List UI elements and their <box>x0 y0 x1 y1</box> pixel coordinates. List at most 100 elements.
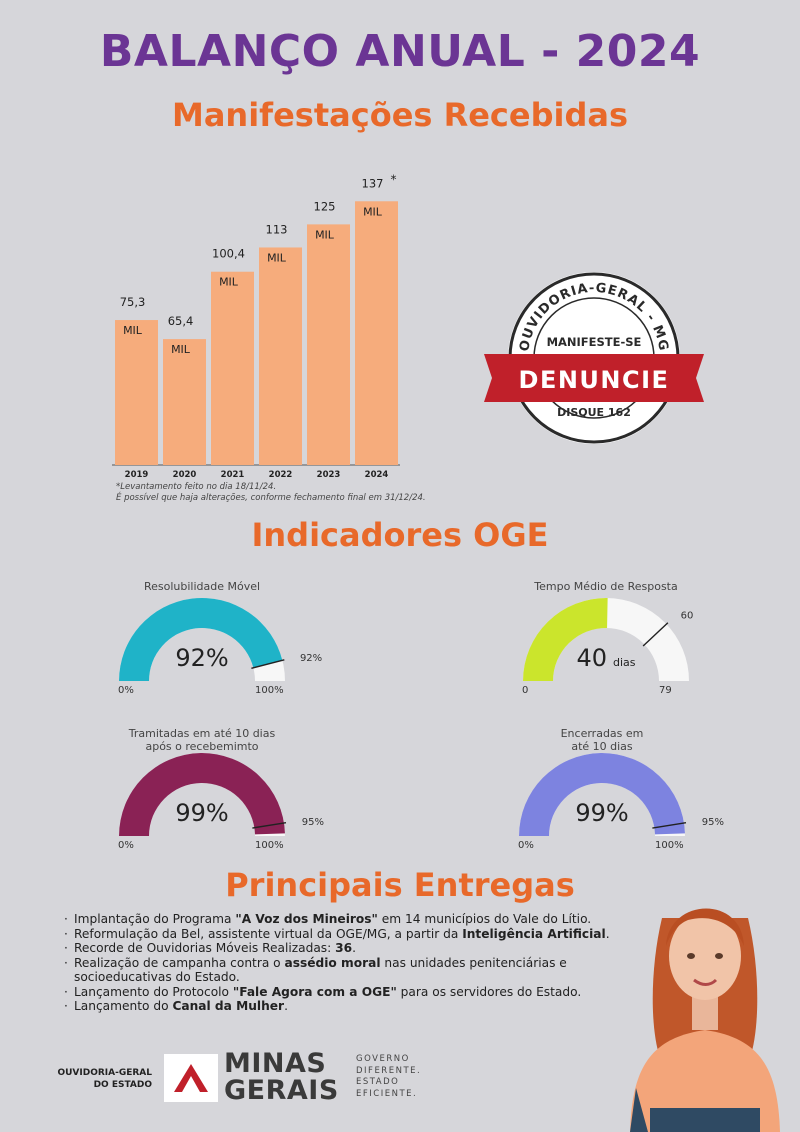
bar-2024 <box>355 201 398 465</box>
x-tick-label: 2024 <box>365 470 389 480</box>
gauge-min-label: 0% <box>118 840 134 851</box>
x-tick-label: 2019 <box>125 470 149 480</box>
bar-unit-label: MIL <box>171 343 191 356</box>
gauge-max-label: 100% <box>655 840 684 851</box>
gauge-max-label: 100% <box>255 685 284 696</box>
delivery-item: Reformulação da Bel, assistente virtual … <box>64 927 624 942</box>
bar-2019 <box>115 320 158 465</box>
section-title-received: Manifestações Recebidas <box>171 96 629 134</box>
delivery-highlight: "Fale Agora com a OGE" <box>232 984 397 999</box>
gauge-dial: 95% <box>119 752 324 836</box>
gauge-target-label: 95% <box>302 817 324 828</box>
bar-unit-label: MIL <box>315 228 335 241</box>
footer-org: OUVIDORIA-GERAL DO ESTADO <box>52 1067 152 1091</box>
delivery-highlight: "A Voz dos Mineiros" <box>235 912 378 926</box>
seal-top-text: MANIFESTE-SE <box>547 335 642 349</box>
gauge-fill <box>523 598 608 681</box>
bar-asterisk: * <box>391 172 397 186</box>
gauge-value-text: 99% <box>175 799 229 827</box>
delivery-item: Realização de campanha contra o assédio … <box>64 956 624 985</box>
gauge-target-label: 60 <box>681 610 694 621</box>
gauge-title-line: Resolubilidade Móvel <box>143 580 261 593</box>
x-tick-label: 2022 <box>269 470 293 480</box>
section-title-indicators: Indicadores OGE <box>251 516 549 554</box>
bar-value-label: 65,4 <box>168 314 194 328</box>
bar-2021 <box>211 271 254 465</box>
gauge-target-marker <box>251 659 285 669</box>
gauge-fill <box>119 598 283 681</box>
gauge-unit: dias <box>613 656 636 669</box>
gauge-dial: 60 <box>523 598 694 681</box>
gauge-title-line: após o recebemimto <box>145 740 259 753</box>
delivery-item: Implantação do Programa "A Voz dos Minei… <box>64 912 624 927</box>
footer-org-line: OUVIDORIA-GERAL <box>57 1068 152 1078</box>
gauge-title-line: Tramitadas em até 10 dias <box>128 727 276 740</box>
gauge-title: Resolubilidade Móvel <box>97 580 307 593</box>
footer-slogan: GOVERNO DIFERENTE. ESTADO EFICIENTE. <box>356 1054 421 1100</box>
slogan-line: DIFERENTE. <box>356 1065 422 1076</box>
gauge-min-label: 0% <box>118 685 134 696</box>
delivery-item: Recorde de Ouvidorias Móveis Realizadas:… <box>64 941 624 956</box>
gauge-dial: 95% <box>519 752 724 836</box>
bar-unit-label: MIL <box>219 276 239 289</box>
delivery-item: Lançamento do Canal da Mulher. <box>64 999 624 1014</box>
gauge-dial: 92% <box>119 598 322 681</box>
chart-notes: *Levantamento feito no dia 18/11/24. É p… <box>116 482 436 504</box>
gauge-4: Encerradas em até 10 dias 95% 99% 0% 100% <box>497 727 724 857</box>
gauge-target-marker <box>652 822 687 829</box>
chart-note: É possível que haja alterações, conforme… <box>116 493 426 503</box>
gauge-title: Encerradas em até 10 dias <box>497 727 707 753</box>
gauge-target-label: 92% <box>300 653 322 664</box>
gauge-2: Tempo Médio de Resposta 60 40 dias 0 79 <box>501 580 711 710</box>
gauge-target-marker <box>642 622 669 647</box>
bar-value-label: 125 <box>314 199 336 213</box>
gauge-max-label: 79 <box>659 685 672 696</box>
bar-unit-label: MIL <box>123 324 143 337</box>
delivery-highlight: Canal da Mulher <box>172 999 285 1013</box>
bar-value-label: 113 <box>266 222 288 236</box>
seal-banner <box>484 354 704 402</box>
bar-2020 <box>163 339 206 465</box>
gauge-target-marker <box>252 822 287 829</box>
delivery-item: Lançamento do Protocolo "Fale Agora com … <box>64 985 624 1000</box>
minas-logo-icon <box>164 1054 218 1102</box>
gauge-title: Tramitadas em até 10 dias após o recebemi… <box>97 727 307 753</box>
gauge-title-line: Encerradas em <box>560 727 644 740</box>
seal-bottom-text: DISQUE 162 <box>557 406 631 419</box>
gauge-title-line: Tempo Médio de Resposta <box>534 580 678 593</box>
seal-banner-text: DENUNCIE <box>519 366 670 394</box>
footer-brand: MINAS GERAIS <box>224 1050 339 1104</box>
section-title-deliveries: Principais Entregas <box>225 866 575 904</box>
footer-org-line: DO ESTADO <box>93 1080 152 1090</box>
bar-unit-label: MIL <box>267 251 287 264</box>
chart-note: *Levantamento feito no dia 18/11/24. <box>116 482 277 492</box>
x-tick-label: 2023 <box>317 470 341 480</box>
gauge-value-text: 40 <box>576 644 608 672</box>
gauge-title-line: até 10 dias <box>571 740 633 753</box>
gauge-1: Resolubilidade Móvel 92% 92% 0% 100% <box>97 580 322 710</box>
bar-value-label: 75,3 <box>120 295 146 309</box>
page-title: BALANÇO ANUAL - 2024 <box>99 26 701 77</box>
bar-2022 <box>259 247 302 465</box>
slogan-line: EFICIENTE. <box>356 1088 418 1099</box>
gauge-value-text: 99% <box>575 799 629 827</box>
gauge-fill <box>519 752 685 836</box>
bar-value-label: 137 <box>362 176 384 190</box>
gauge-title: Tempo Médio de Resposta <box>501 580 711 593</box>
gauge-min-label: 0 <box>522 685 529 696</box>
bar-chart: 75,3 MIL 2019 65,4 MIL 2020 100,4 MIL 2021 113 MIL… <box>112 172 400 480</box>
delivery-highlight: assédio moral <box>284 955 381 970</box>
bar-value-label: 100,4 <box>212 247 245 261</box>
x-tick-label: 2021 <box>221 470 245 480</box>
slogan-line: GOVERNO <box>356 1054 410 1064</box>
delivery-highlight: 36 <box>335 941 353 955</box>
slogan-line: ESTADO <box>356 1077 400 1087</box>
bar-unit-label: MIL <box>363 205 383 218</box>
delivery-highlight: Inteligência Artificial <box>462 926 606 941</box>
gauge-max-label: 100% <box>255 840 284 851</box>
gauge-target-label: 95% <box>702 817 724 828</box>
gauge-value: 99% <box>117 799 287 827</box>
woman-avatar-illustration <box>630 908 780 1132</box>
gauge-3: Tramitadas em até 10 dias após o recebemi… <box>97 727 324 857</box>
gauge-min-label: 0% <box>518 840 534 851</box>
